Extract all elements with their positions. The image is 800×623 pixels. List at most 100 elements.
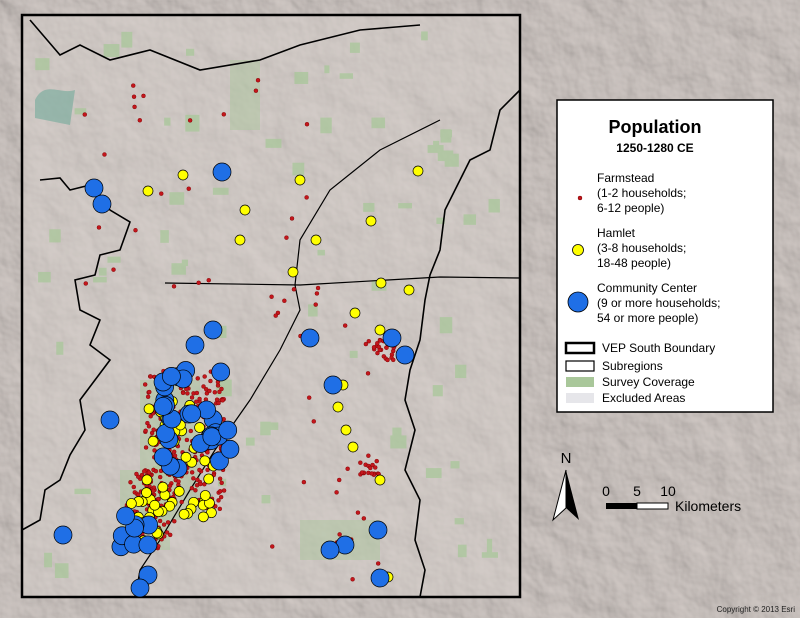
legend-label: Survey Coverage [602,375,695,389]
hamlet [374,474,386,486]
survey-patch [107,256,121,263]
legend-desc: 6-12 people) [597,201,664,215]
farmstead [197,467,202,473]
farmstead-symbol [577,195,583,201]
survey-patch [169,192,185,205]
scale-tick-label: 10 [660,483,676,499]
community-center [300,328,320,348]
farmstead [137,118,143,123]
farmstead [165,520,171,525]
farmstead [345,466,350,471]
survey-patch [38,271,51,283]
survey-patch [261,494,271,504]
farmstead [180,390,186,396]
community-center [395,345,415,365]
survey-patch [44,552,53,568]
farmstead [365,371,371,376]
hamlet [147,435,159,447]
survey-patch [433,140,440,149]
boundary-swatch [564,341,596,355]
community-center [323,375,343,395]
hamlet [347,441,359,453]
farmstead [304,122,310,127]
survey-patch [324,65,330,74]
community-center [92,194,112,214]
farmstead [214,397,220,402]
study-area [22,15,520,597]
legend-label: Farmstead [597,171,654,185]
farmstead [134,471,139,477]
survey-patch [294,71,309,84]
farmstead [337,532,342,537]
survey-patch [264,422,279,430]
scale-segment [636,502,669,510]
community-center [162,367,181,386]
farmstead [151,488,156,494]
survey-patch [230,60,260,130]
farmstead [157,518,163,524]
legend-label: Excluded Areas [602,391,685,405]
farmstead [366,339,371,344]
farmstead [143,445,149,450]
hamlet [157,481,169,493]
hamlet [177,169,189,181]
excluded-swatch [566,393,594,403]
legend-label: VEP South Boundary [602,341,715,355]
legend-desc: 18-48 people) [597,256,671,270]
hamlet [126,498,137,509]
community-center [220,439,240,459]
farmstead [164,530,170,535]
survey-patch [371,117,386,129]
farmstead [376,344,382,350]
farmstead [220,398,225,403]
survey-patch [171,263,186,275]
farmstead [355,510,361,515]
farmstead [176,479,181,484]
farmstead [131,83,136,88]
farmstead [373,465,378,470]
farmstead [206,278,211,283]
farmstead [148,414,153,419]
farmstead [311,419,316,424]
farmstead [219,480,224,486]
farmstead [189,470,195,475]
north-boundary [29,19,421,71]
farmstead [270,544,275,549]
community-center [182,404,201,424]
farmstead [141,469,147,474]
survey-patch [164,117,171,126]
survey-patch [457,544,467,558]
farmstead [221,112,227,117]
subregion-swatch [565,360,595,372]
farmstead [187,118,193,123]
survey-patch [35,58,50,71]
farmstead [172,453,178,458]
north-label: N [561,450,572,467]
farmstead [189,485,195,491]
farmstead [131,484,137,490]
farmstead [96,225,102,230]
farmstead [143,382,148,387]
community-center [368,520,388,540]
farmstead [153,468,159,474]
hamlet [340,424,352,436]
farmstead [218,489,223,494]
farmstead [384,345,389,350]
community-center [138,535,158,555]
legend: Population 1250-1280 CE Farmstead (1-2 h… [556,99,774,413]
legend-desc: (9 or more households; [597,296,720,310]
farmstead [375,350,380,356]
survey-patch [432,385,443,397]
farmstead [391,357,396,363]
farmstead [307,395,312,400]
farmstead [194,399,199,404]
community-center [185,335,205,355]
survey-patch [212,187,229,195]
farmstead [359,470,365,475]
survey-patch [349,350,358,358]
subregion-line [164,276,521,286]
scale-tick-label: 0 [602,483,610,499]
survey-patch [444,153,459,167]
survey-patch [463,214,477,225]
